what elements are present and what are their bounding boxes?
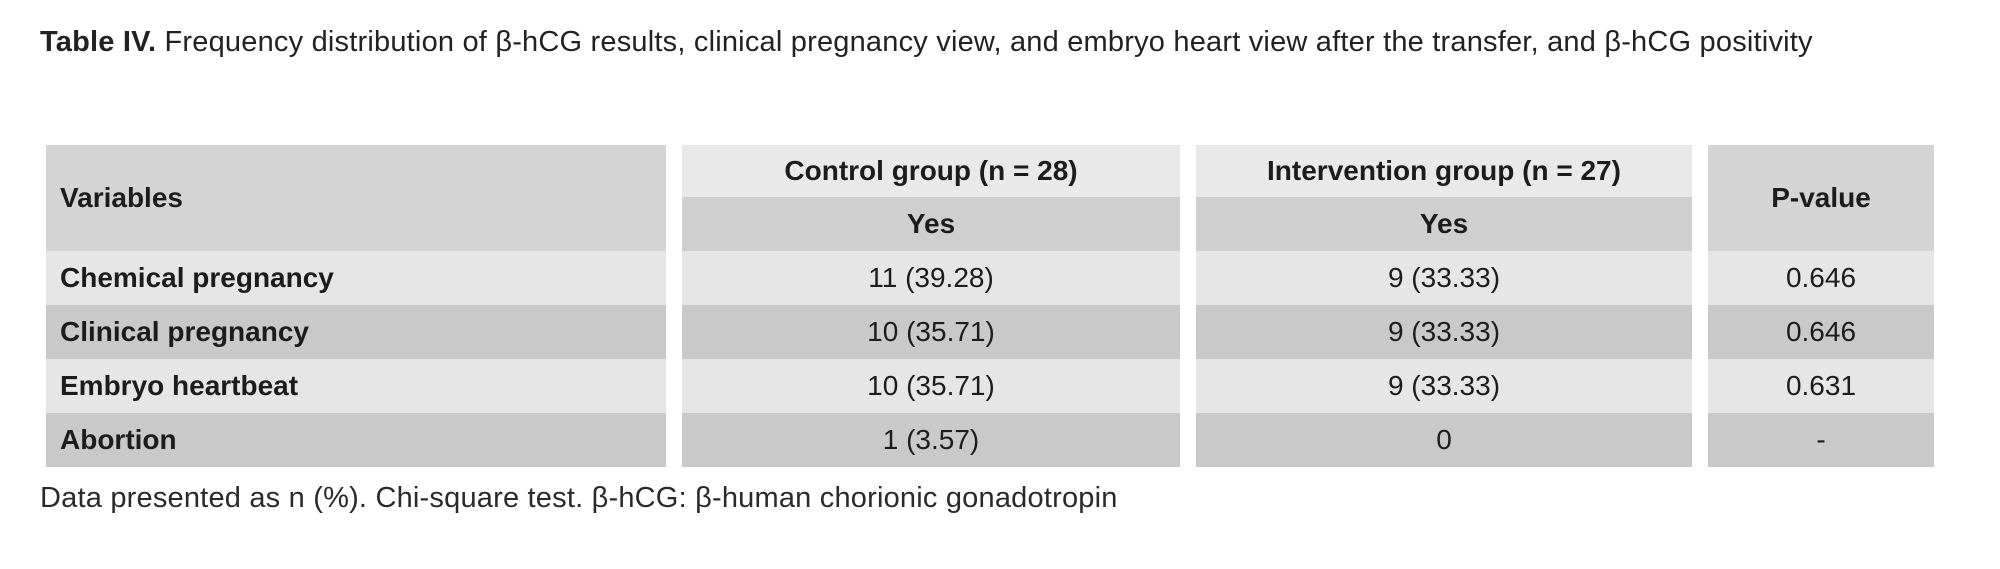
cell-abortion-intervention: 0: [1196, 413, 1692, 467]
results-table: Variables Control group (n = 28) Interve…: [46, 145, 1934, 467]
cell-chemical-intervention: 9 (33.33): [1196, 251, 1692, 305]
subheader-intervention-yes: Yes: [1196, 197, 1692, 251]
table-title: Table IV. Frequency distribution of β-hC…: [40, 22, 1955, 62]
table-footnote: Data presented as n (%). Chi-square test…: [40, 482, 1118, 514]
cell-embryo-intervention: 9 (33.33): [1196, 359, 1692, 413]
subheader-control-yes: Yes: [682, 197, 1180, 251]
table-number-label: Table IV.: [40, 26, 157, 58]
row-label-embryo-heartbeat: Embryo heartbeat: [46, 359, 666, 413]
cell-clinical-control: 10 (35.71): [682, 305, 1180, 359]
row-label-chemical-pregnancy: Chemical pregnancy: [46, 251, 666, 305]
row-label-abortion: Abortion: [46, 413, 666, 467]
cell-chemical-control: 11 (39.28): [682, 251, 1180, 305]
cell-embryo-pvalue: 0.631: [1708, 359, 1934, 413]
table-title-text: Frequency distribution of β-hCG results,…: [156, 26, 1813, 58]
header-intervention-group: Intervention group (n = 27): [1196, 145, 1692, 197]
cell-chemical-pvalue: 0.646: [1708, 251, 1934, 305]
cell-clinical-intervention: 9 (33.33): [1196, 305, 1692, 359]
cell-abortion-control: 1 (3.57): [682, 413, 1180, 467]
row-label-clinical-pregnancy: Clinical pregnancy: [46, 305, 666, 359]
header-p-value: P-value: [1708, 145, 1934, 251]
cell-abortion-pvalue: -: [1708, 413, 1934, 467]
cell-clinical-pvalue: 0.646: [1708, 305, 1934, 359]
header-control-group: Control group (n = 28): [682, 145, 1180, 197]
cell-embryo-control: 10 (35.71): [682, 359, 1180, 413]
header-variables: Variables: [46, 145, 666, 251]
